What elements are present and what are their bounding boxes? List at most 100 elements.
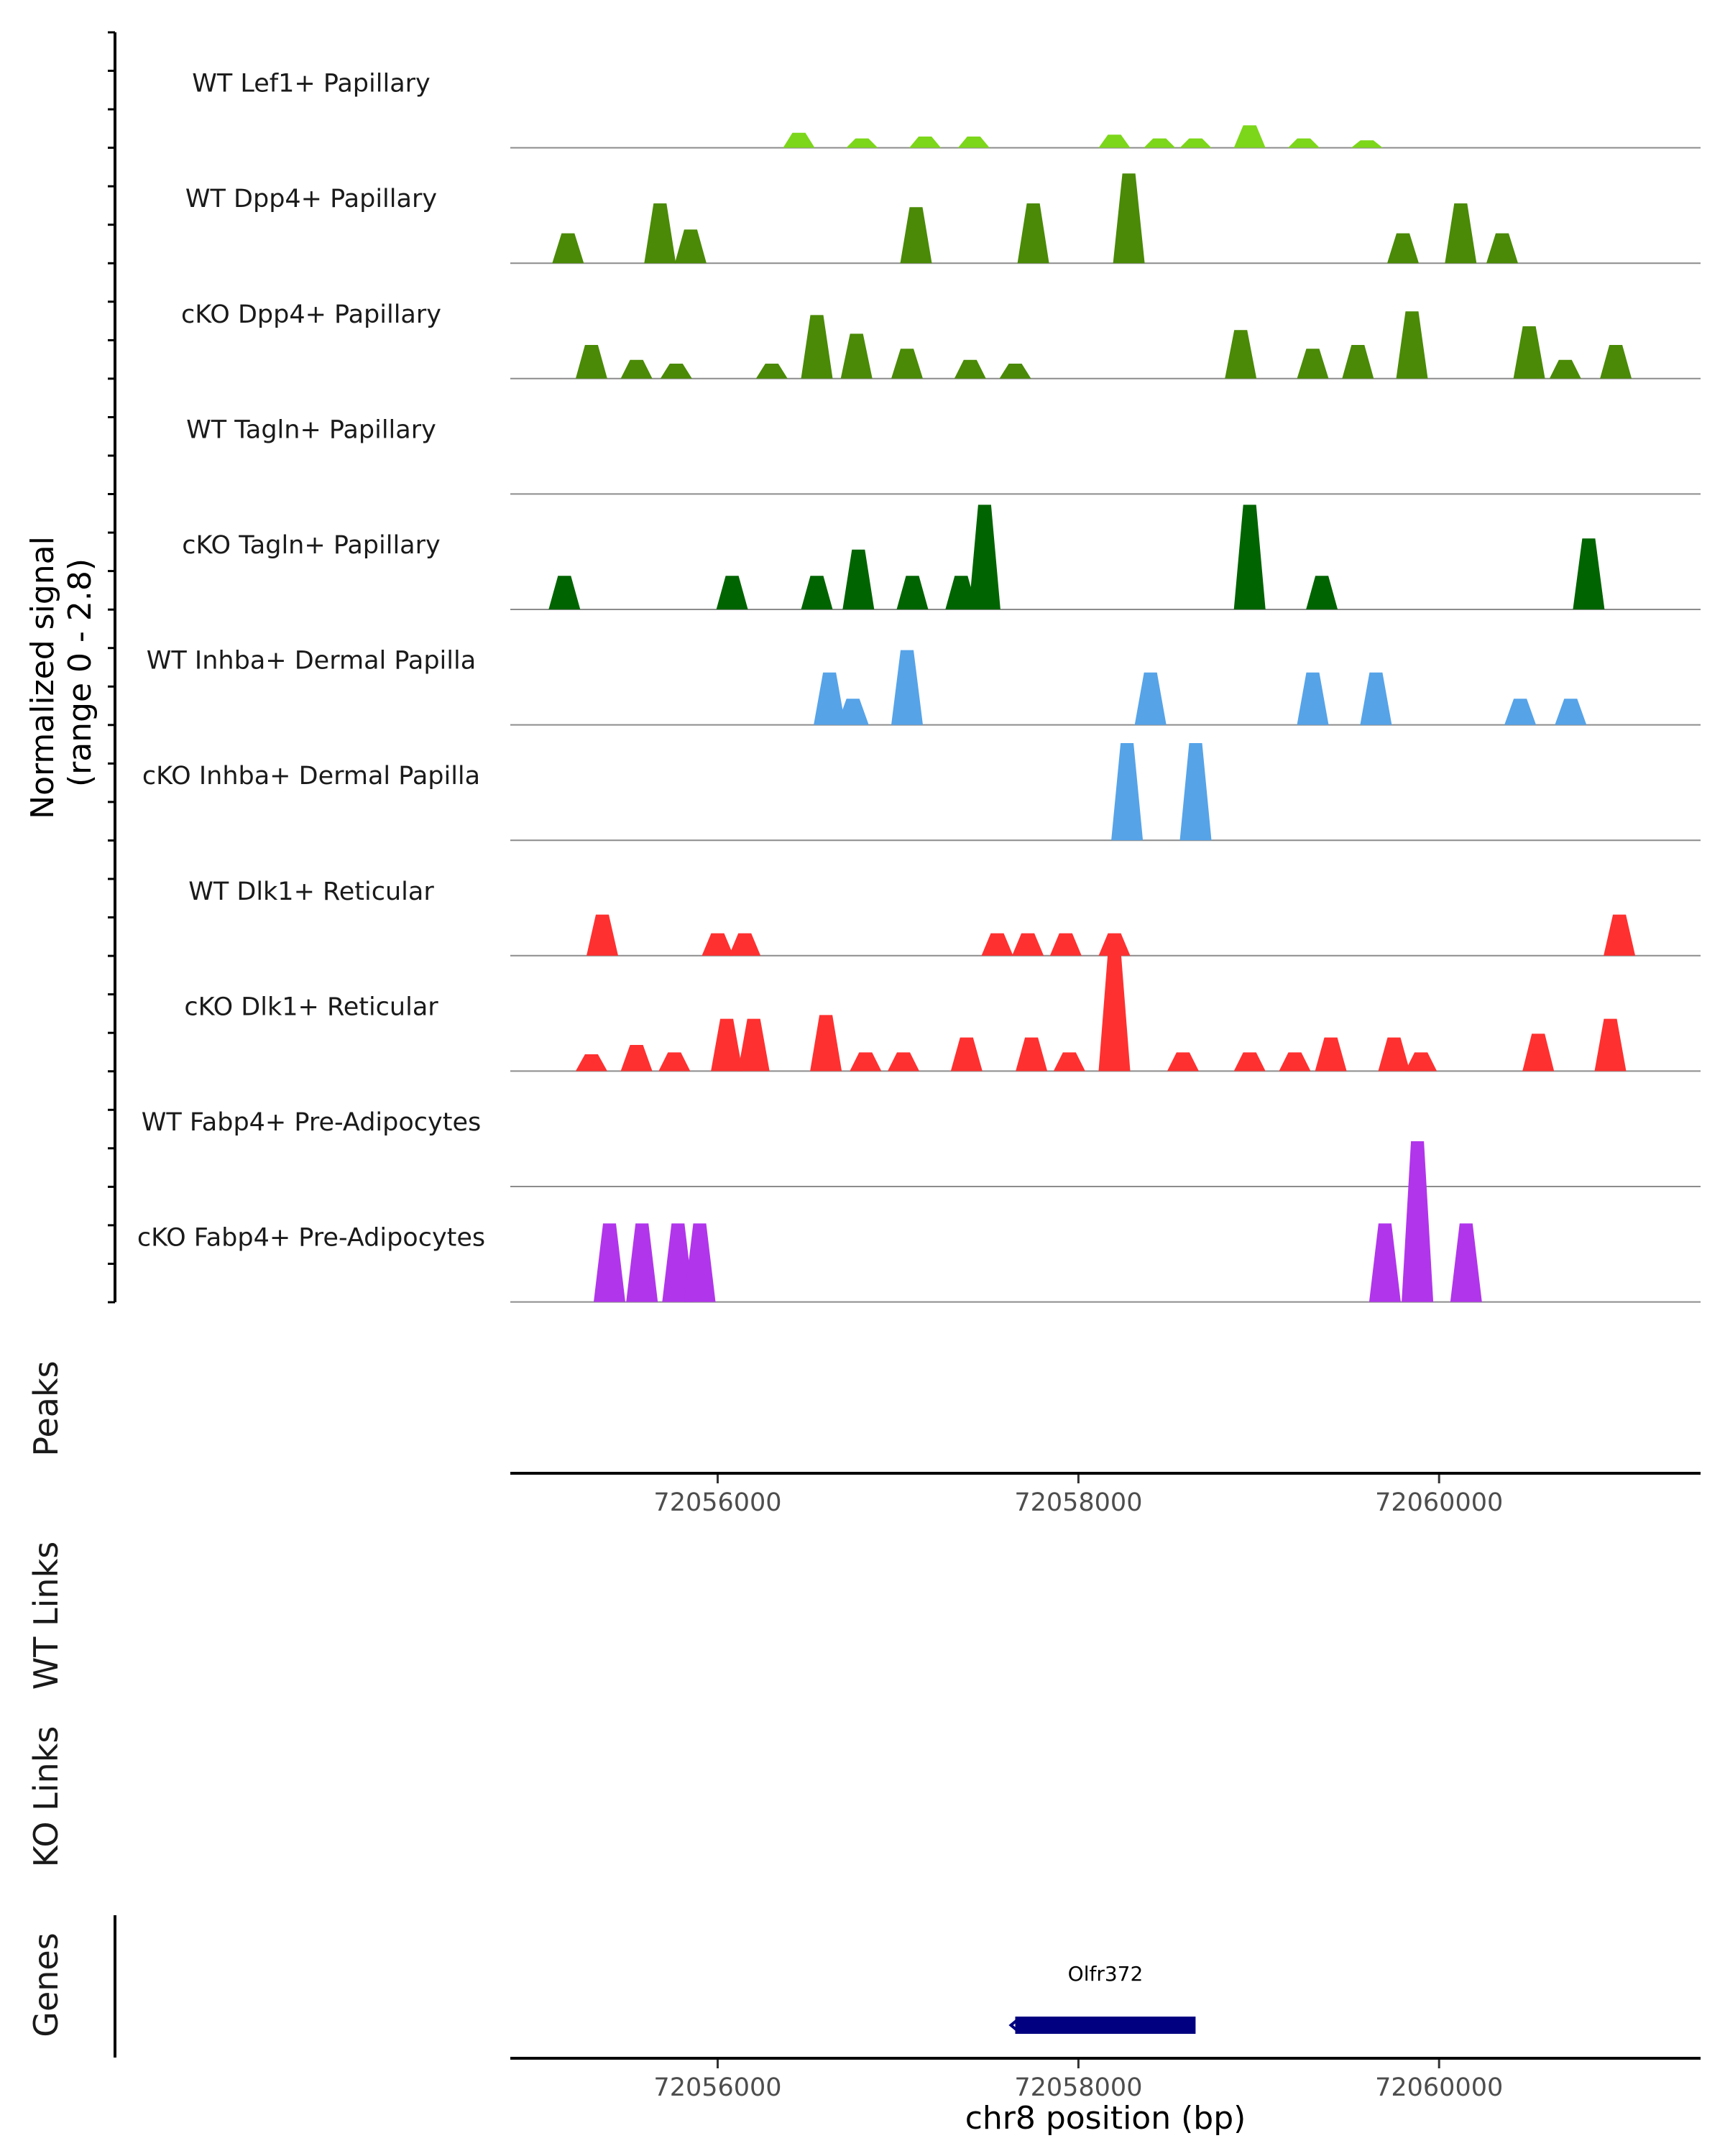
- track: WT Inhba+ Dermal Papilla: [147, 647, 1701, 726]
- coverage-peak: [783, 132, 815, 148]
- coverage-peak: [840, 333, 873, 379]
- coverage-peak: [837, 699, 869, 725]
- x-axis-ticks-bottom: 72056000 72058000 72060000: [653, 2060, 1503, 2102]
- coverage-peak: [1297, 672, 1329, 725]
- coverage-peak: [1144, 138, 1176, 148]
- coverage-peak: [755, 364, 788, 379]
- coverage-peak: [548, 576, 581, 609]
- coverage-peak: [702, 933, 734, 956]
- coverage-peak: [1167, 1052, 1199, 1072]
- coverage-peak: [846, 138, 878, 148]
- coverage-peak: [810, 1015, 842, 1072]
- x-tick-label: 72060000: [1375, 1488, 1503, 1517]
- coverage-peak: [842, 549, 875, 609]
- coverage-peak: [1604, 914, 1636, 956]
- coverage-peak: [954, 359, 986, 379]
- coverage-peak: [1016, 1037, 1048, 1072]
- coverage-peak: [684, 1223, 716, 1302]
- coverage-peak: [660, 364, 692, 379]
- coverage-peak: [1012, 933, 1044, 956]
- track-label: WT Lef1+ Papillary: [192, 70, 431, 98]
- coverage-peak: [1513, 326, 1545, 379]
- coverage-peak: [801, 576, 833, 609]
- x-tick-label: 72058000: [1014, 2073, 1142, 2102]
- coverage-peak: [1225, 330, 1257, 379]
- track-label: WT Inhba+ Dermal Papilla: [147, 647, 476, 676]
- coverage-peak: [1504, 699, 1537, 725]
- coverage-peak: [1098, 134, 1131, 148]
- x-tick-label: 72056000: [653, 2073, 781, 2102]
- coverage-peak: [575, 345, 607, 379]
- track: WT Dlk1+ Reticular: [188, 877, 1701, 957]
- track-label: WT Tagln+ Papillary: [186, 415, 436, 444]
- coverage-peak: [1573, 538, 1605, 609]
- coverage-peak: [1288, 138, 1320, 148]
- signal-axis-ticks: [108, 31, 115, 1304]
- coverage-peak: [658, 1052, 691, 1072]
- x-tick-label: 72058000: [1014, 1488, 1142, 1517]
- coverage-peak: [552, 233, 584, 264]
- coverage-peak: [981, 933, 1013, 956]
- coverage-peak: [1306, 576, 1338, 609]
- coverage-peak: [1445, 203, 1477, 264]
- coverage-peak: [1378, 1037, 1410, 1072]
- coverage-peak: [674, 229, 707, 264]
- coverage-peak: [1179, 743, 1212, 841]
- coverage-peak: [1113, 173, 1145, 264]
- genes-panel-label: Genes: [27, 1932, 65, 2037]
- ko-links-panel-label: KO Links: [27, 1726, 65, 1868]
- x-axis-title: chr8 position (bp): [965, 2100, 1246, 2137]
- coverage-peak: [1368, 1223, 1401, 1302]
- coverage-peak: [1360, 672, 1392, 725]
- track: cKO Dpp4+ Papillary: [181, 300, 1701, 379]
- coverage-peak: [909, 137, 942, 148]
- y-axis-title-line-2: (range 0 - 2.8): [62, 558, 98, 787]
- y-axis-title: Normalized signal (range 0 - 2.8): [24, 526, 98, 819]
- coverage-peak: [891, 349, 923, 379]
- coverage-peak: [716, 576, 748, 609]
- x-tick-label: 72060000: [1375, 2073, 1503, 2102]
- coverage-peak: [626, 1223, 658, 1302]
- coverage-peak: [1342, 345, 1374, 379]
- coverage-peak: [1387, 233, 1419, 264]
- x-tick-label: 72056000: [653, 1488, 781, 1517]
- coverage-peak: [814, 672, 846, 725]
- coverage-peak: [1279, 1052, 1311, 1072]
- track-label: WT Dpp4+ Papillary: [185, 185, 437, 213]
- track: WT Tagln+ Papillary: [186, 415, 1701, 495]
- coverage-peak: [1233, 505, 1266, 609]
- gene-body: [1015, 2017, 1196, 2034]
- coverage-peak: [896, 576, 929, 609]
- gene-annotations: Olfr372: [1008, 1962, 1196, 2034]
- track: WT Lef1+ Papillary: [192, 70, 1701, 149]
- gene-strand-arrow: [1008, 2017, 1021, 2034]
- coverage-peak: [968, 505, 1000, 609]
- coverage-peak: [950, 1037, 983, 1072]
- coverage-peak: [586, 914, 618, 956]
- coverage-peak: [1233, 1052, 1266, 1072]
- coverage-peak: [1053, 1052, 1085, 1072]
- coverage-peak: [850, 1052, 882, 1072]
- track: WT Dpp4+ Papillary: [185, 173, 1701, 264]
- track-label: cKO Dpp4+ Papillary: [181, 300, 441, 329]
- track-label: cKO Inhba+ Dermal Papilla: [142, 762, 480, 791]
- coverage-peak: [1450, 1223, 1482, 1302]
- coverage-peak: [900, 207, 932, 264]
- coverage-peak: [1098, 952, 1131, 1072]
- gene-label: Olfr372: [1068, 1962, 1144, 1986]
- track: cKO Inhba+ Dermal Papilla: [142, 743, 1701, 842]
- coverage-peak: [1351, 140, 1383, 148]
- coverage-tracks: WT Lef1+ Papillary WT Dpp4+ Papillary cKO …: [137, 70, 1701, 1303]
- track: WT Fabp4+ Pre-Adipocytes: [142, 1108, 1701, 1187]
- coverage-peak: [737, 1018, 770, 1072]
- coverage-peak: [891, 650, 923, 725]
- track-label: WT Dlk1+ Reticular: [188, 877, 434, 906]
- coverage-peak: [1600, 345, 1632, 379]
- wt-links-panel-label: WT Links: [27, 1542, 65, 1690]
- coverage-peak: [1049, 933, 1082, 956]
- coverage-peak: [644, 203, 676, 264]
- peaks-panel-label: Peaks: [27, 1360, 65, 1456]
- coverage-peak: [1405, 1052, 1438, 1072]
- coverage-peak: [1134, 672, 1167, 725]
